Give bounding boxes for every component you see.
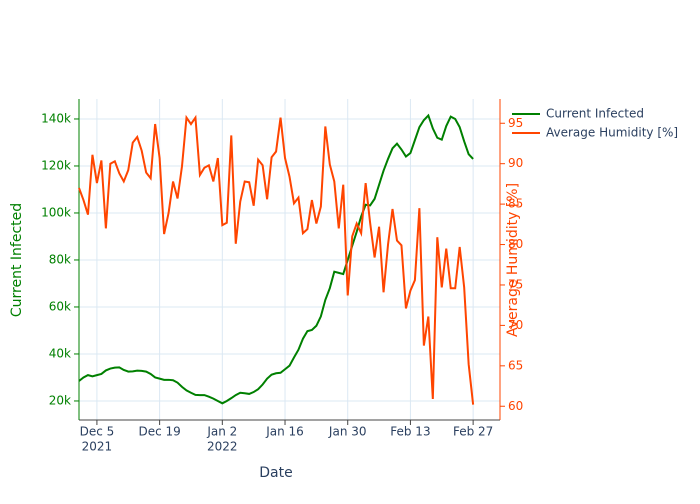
series-line bbox=[78, 113, 474, 405]
y-tick-label: 60k bbox=[49, 299, 71, 313]
x-axis-title: Date bbox=[259, 465, 292, 481]
y-tick-label: 80k bbox=[49, 252, 71, 266]
y2-tick-label: 80 bbox=[508, 237, 523, 251]
y2-tick-label: 70 bbox=[508, 318, 523, 332]
x-tick-label: Jan 2 bbox=[206, 425, 237, 439]
y2-tick-label: 90 bbox=[508, 156, 523, 170]
y2-tick-label: 95 bbox=[508, 116, 523, 130]
y-tick-label: 100k bbox=[41, 205, 71, 219]
y-tick-label: 20k bbox=[49, 393, 71, 407]
x-tick-year: 2022 bbox=[207, 440, 238, 454]
x-tick-label: Feb 27 bbox=[453, 425, 493, 439]
y-axis-title: Current Infected bbox=[9, 203, 25, 317]
y-tick-label: 120k bbox=[41, 158, 71, 172]
legend-label: Average Humidity [%] bbox=[546, 126, 678, 140]
y2-tick-label: 60 bbox=[508, 399, 523, 413]
x-tick-label: Dec 5 bbox=[80, 425, 115, 439]
y2-tick-label: 75 bbox=[508, 277, 523, 291]
legend-label: Current Infected bbox=[546, 107, 644, 121]
x-tick-label: Dec 19 bbox=[138, 425, 180, 439]
y-tick-label: 40k bbox=[49, 346, 71, 360]
y2-tick-label: 85 bbox=[508, 197, 523, 211]
y-tick-label: 140k bbox=[41, 111, 71, 125]
x-tick-label: Jan 16 bbox=[265, 425, 304, 439]
x-tick-year: 2021 bbox=[82, 440, 113, 454]
y2-tick-label: 65 bbox=[508, 358, 523, 372]
y2-axis-title: Average Humidity [%] bbox=[505, 183, 521, 337]
x-tick-label: Jan 30 bbox=[328, 425, 367, 439]
x-tick-label: Feb 13 bbox=[390, 425, 430, 439]
series-line bbox=[78, 114, 475, 405]
